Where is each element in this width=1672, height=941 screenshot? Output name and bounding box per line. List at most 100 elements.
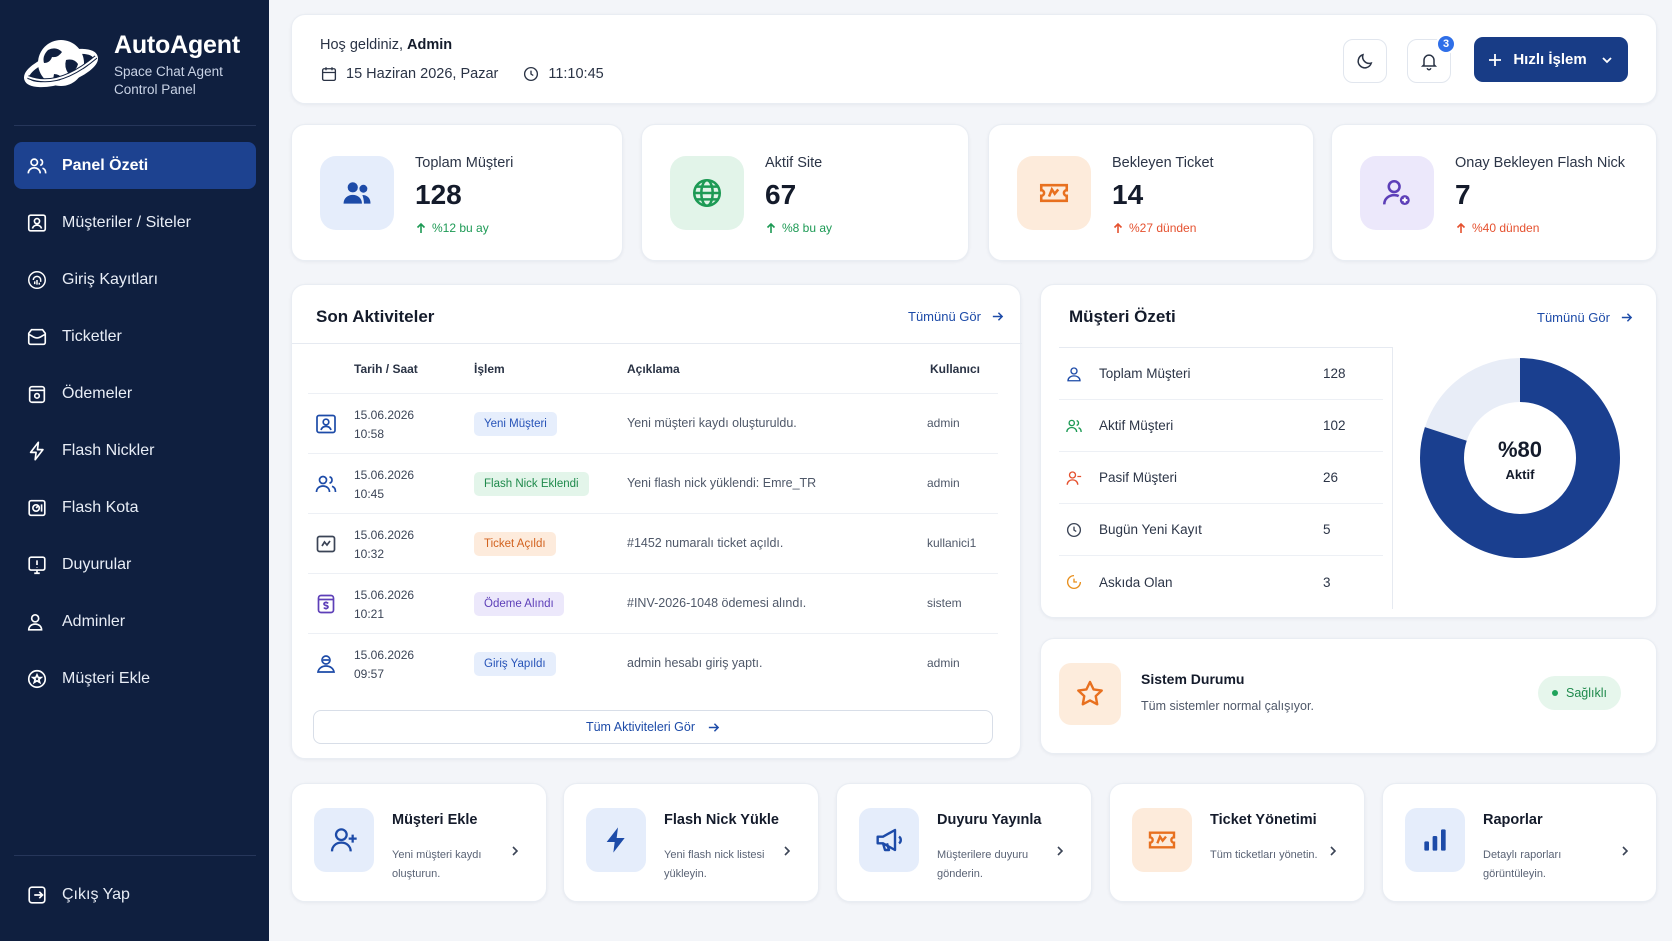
quick-action-desc: Yeni müşteri kaydı oluşturun. [392,849,482,880]
status-title: Sistem Durumu [1141,671,1245,687]
row-description: #1452 numaralı ticket açıldı. [627,536,784,550]
status-dot [1552,690,1558,696]
bell-icon [1420,54,1438,71]
stat-card-pending-flash-nick[interactable]: Onay Bekleyen Flash Nick 7 %40 dünden [1331,124,1657,261]
stat-value: 67 [765,179,797,210]
column-header-date: Tarih / Saat [354,362,418,376]
sidebar-item-duyurular[interactable]: Duyurular [14,541,256,588]
user-icon [1067,366,1081,381]
stat-card-active-sites[interactable]: Aktif Site 67 %8 bu ay [641,124,969,261]
column-header-action: İşlem [474,362,505,376]
quick-action-label: Hızlı İşlem [1513,51,1587,68]
table-row[interactable]: 15.06.2026 10:58 Yeni Müşteri Yeni müşter… [308,393,998,453]
sidebar-item-label: Ticketler [62,327,122,345]
sidebar-item-ticketler[interactable]: Ticketler [14,313,256,360]
sidebar-item-panel-ozeti[interactable]: Panel Özeti [14,142,256,189]
panel-title: Son Aktiviteler [316,307,435,326]
users-icon [343,182,371,204]
quick-action-publish-announcement[interactable]: Duyuru Yayınla Müşterilere duyuru gönder… [836,783,1092,902]
welcome-user: Admin [407,37,453,53]
row-description: Yeni müşteri kaydı oluşturuldu. [627,416,797,430]
list-item: Pasif Müşteri 26 [1059,452,1383,504]
date-time: 15 Haziran 2026, Pazar 11:10:45 [320,65,604,83]
globe-icon [692,178,722,208]
quota-icon [28,499,46,516]
sidebar-item-label: Flash Kota [62,498,139,516]
announcement-icon [28,555,46,574]
quick-action-ticket-management[interactable]: Ticket Yönetimi Tüm ticketları yönetin. [1109,783,1365,902]
sidebar-item-giris-kayitlari[interactable]: Giriş Kayıtları [14,256,256,303]
brand-subtitle-2: Control Panel [114,82,196,97]
clock-icon [524,66,539,82]
quick-action-upload-flash-nick[interactable]: Flash Nick Yükle Yeni flash nick listesi… [563,783,819,902]
activities-see-all-link[interactable]: Tümünü Gör [908,309,1004,324]
quick-action-icon-box [1405,808,1465,872]
theme-toggle-button[interactable] [1343,39,1387,83]
quick-action-title: Raporlar [1483,812,1543,828]
sidebar-item-musteriler[interactable]: Müşteriler / Siteler [14,199,256,246]
chevron-right-icon [1330,846,1337,856]
sidebar-item-label: Müşteri Ekle [62,669,151,687]
list-item: Askıda Olan 3 [1059,556,1383,608]
column-header-user: Kullanıcı [930,362,981,376]
stat-card-pending-tickets[interactable]: Bekleyen Ticket 14 %27 dünden [988,124,1314,261]
quick-action-button[interactable]: Hızlı İşlem [1474,37,1628,82]
users-icon [1066,419,1082,432]
stat-card-total-customers[interactable]: Toplam Müşteri 128 %12 bu ay [291,124,623,261]
current-date: 15 Haziran 2026, Pazar [346,66,499,82]
arrow-right-icon [1621,313,1633,322]
chevron-right-icon [784,846,791,856]
sidebar-divider [14,125,256,126]
user-plus-icon [1382,179,1410,206]
sidebar-item-label: Giriş Kayıtları [62,270,159,288]
arrow-right-icon [992,312,1004,321]
quick-action-icon-box [859,808,919,872]
stat-label: Bekleyen Ticket [1112,155,1214,171]
stat-trend-text: %12 bu ay [432,221,489,235]
users-icon [27,157,47,173]
sidebar-item-musteri-ekle[interactable]: Müşteri Ekle [14,655,256,702]
quick-action-title: Flash Nick Yükle [664,812,779,828]
item-label: Pasif Müşteri [1099,470,1178,485]
hourglass-icon [1066,574,1082,590]
bolt-icon [606,827,625,853]
sidebar-item-adminler[interactable]: Adminler [14,598,256,645]
quick-action-icon-box [1132,808,1192,872]
brand[interactable]: AutoAgent Space Chat Agent Control Panel [24,30,240,100]
row-date: 15.06.2026 [354,408,415,422]
chevron-right-icon [1622,846,1629,856]
plus-icon [1489,53,1502,66]
table-row[interactable]: 15.06.2026 10:45 Flash Nick Eklendi Yeni … [308,453,998,513]
table-row[interactable]: 15.06.2026 09:57 Giriş Yapıldı admin hesa… [308,633,998,693]
customer-summary-panel: Müşteri Özeti Tümünü Gör Toplam Müşteri … [1040,284,1657,618]
logout-button[interactable]: Çıkış Yap [14,872,256,918]
clock-icon [1066,522,1082,537]
sidebar-item-odemeler[interactable]: Ödemeler [14,370,256,417]
row-user: sistem [927,596,962,610]
row-time: 10:45 [354,487,385,501]
sidebar-item-flash-nickler[interactable]: Flash Nickler [14,427,256,474]
quick-action-add-customer[interactable]: Müşteri Ekle Yeni müşteri kaydı oluşturu… [291,783,547,902]
brand-name: AutoAgent [114,31,240,59]
all-activities-button[interactable]: Tüm Aktiviteleri Gör [313,710,993,744]
item-value: 102 [1323,418,1346,433]
chevron-right-icon [1057,846,1064,856]
sidebar-item-label: Panel Özeti [62,156,149,174]
table-row[interactable]: 15.06.2026 10:21 Ödeme Alındı #INV-2026-1… [308,573,998,633]
sidebar-item-flash-kota[interactable]: Flash Kota [14,484,256,531]
globe-logo-icon [24,40,98,88]
ticket-icon [27,328,47,345]
stat-value: 128 [415,179,462,210]
quick-action-reports[interactable]: Raporlar Detaylı raporları görüntüleyin. [1382,783,1657,902]
row-time: 09:57 [354,667,385,681]
customer-see-all-link[interactable]: Tümünü Gör [1537,310,1633,325]
ticket-icon [316,535,336,553]
panel-title: Müşteri Özeti [1069,307,1176,326]
table-row[interactable]: 15.06.2026 10:32 Ticket Açıldı #1452 numa… [308,513,998,573]
notifications-button[interactable]: 3 [1407,34,1456,83]
row-user: admin [927,476,960,490]
arrow-up-icon [766,222,776,233]
wallet-icon [28,385,46,403]
stat-value: 7 [1455,179,1471,210]
quick-action-icon-box [314,808,374,872]
